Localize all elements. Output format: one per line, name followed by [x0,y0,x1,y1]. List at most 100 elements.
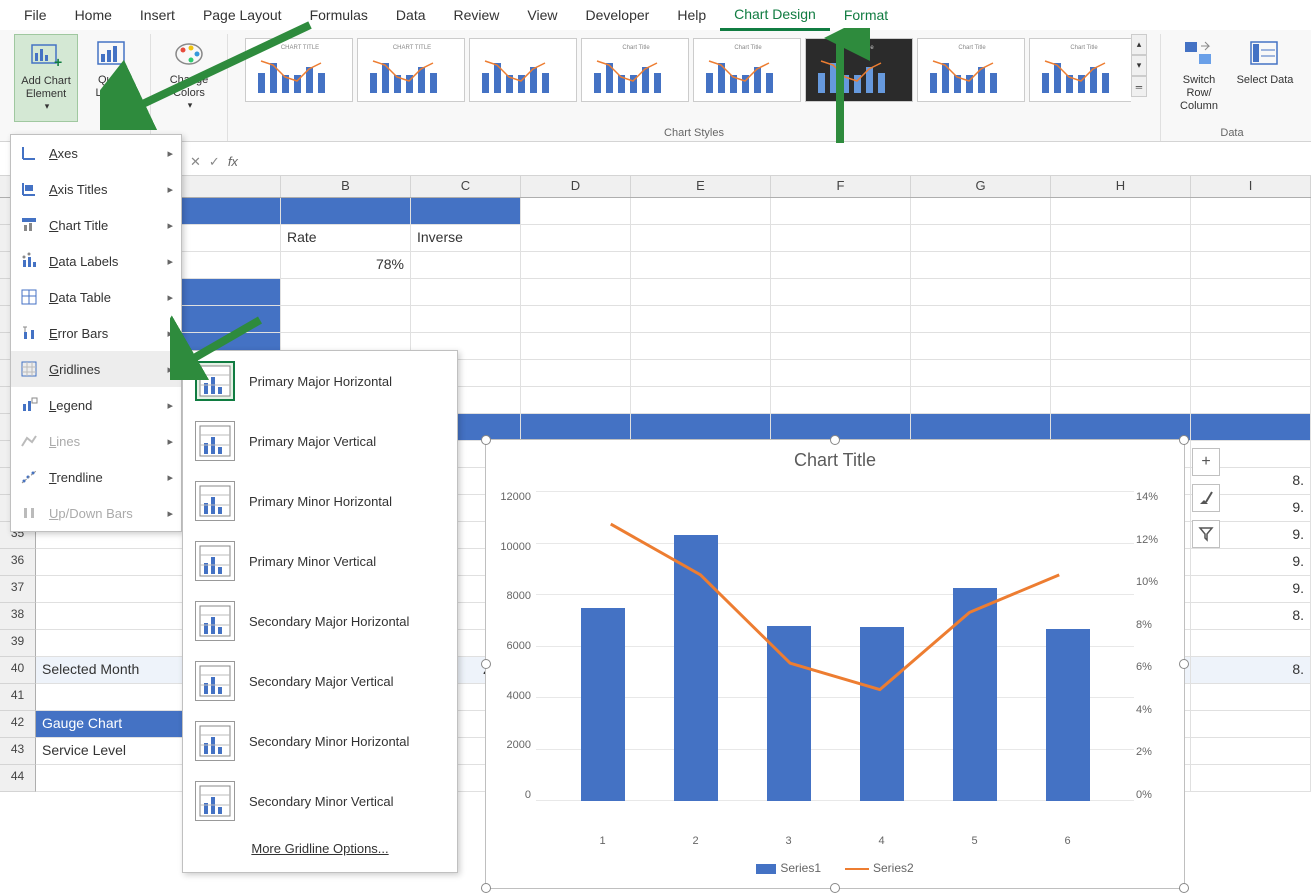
error-bars-icon [19,323,39,343]
style-thumb-7[interactable]: Chart Title [917,38,1025,102]
gridlines-thumb-icon [195,721,235,761]
gridlines-option-primary-minor-horizontal[interactable]: Primary Minor Horizontal [183,471,457,531]
trendline-icon [19,467,39,487]
gridlines-option-secondary-minor-horizontal[interactable]: Secondary Minor Horizontal [183,711,457,771]
switch-row-column-button[interactable]: Switch Row/ Column [1167,34,1231,122]
col-i[interactable]: I [1191,176,1311,197]
gridlines-thumb-icon [195,661,235,701]
group-change-colors: Change Colors▾ [151,34,228,141]
cell-rate-header[interactable]: Rate [281,225,411,252]
legend-series1-swatch [756,864,776,874]
style-thumb-5[interactable]: Chart Title [693,38,801,102]
tab-view[interactable]: View [513,1,571,29]
menu-item-legend[interactable]: Legend▸ [11,387,181,423]
svg-text:CHART TITLE: CHART TITLE [281,45,319,51]
more-gridline-options[interactable]: More Gridline Options... [183,831,457,866]
chart-styles-gallery[interactable]: CHART TITLE CHART TITLE Chart Title Char… [241,34,1131,106]
y-axis-primary[interactable]: 120001000080006000400020000 [491,491,531,801]
tab-file[interactable]: File [10,1,61,29]
col-h[interactable]: H [1051,176,1191,197]
chart-side-buttons: + [1192,448,1220,548]
gridlines-option-primary-minor-vertical[interactable]: Primary Minor Vertical [183,531,457,591]
add-chart-element-button[interactable]: + Add Chart Element▾ [14,34,78,122]
select-data-button[interactable]: Select Data [1233,34,1297,122]
gridlines-option-primary-major-vertical[interactable]: Primary Major Vertical [183,411,457,471]
gridlines-submenu: Primary Major HorizontalPrimary Major Ve… [182,350,458,873]
menu-item-error-bars[interactable]: Error Bars▸ [11,315,181,351]
bar[interactable] [1046,629,1090,801]
gridlines-thumb-icon [195,481,235,521]
tab-developer[interactable]: Developer [572,1,664,29]
bar[interactable] [860,627,904,801]
plot-area[interactable]: 120001000080006000400020000 14%12%10%8%6… [536,491,1134,801]
menu-item-data-table[interactable]: Data Table▸ [11,279,181,315]
chart-styles-brush-button[interactable] [1192,484,1220,512]
bar[interactable] [767,626,811,801]
tab-data[interactable]: Data [382,1,440,29]
tab-format[interactable]: Format [830,1,902,29]
quick-layout-button[interactable]: Quick Layout▾ [80,34,144,122]
gridlines-option-primary-major-horizontal[interactable]: Primary Major Horizontal [183,351,457,411]
svg-text:Chart Title: Chart Title [734,45,762,51]
style-thumb-3[interactable] [469,38,577,102]
change-colors-button[interactable]: Change Colors▾ [157,34,221,122]
gridlines-option-secondary-major-vertical[interactable]: Secondary Major Vertical [183,651,457,711]
legend-series2-swatch [845,868,869,870]
bar-series[interactable] [536,491,1134,801]
bar[interactable] [953,588,997,801]
col-e[interactable]: E [631,176,771,197]
tab-formulas[interactable]: Formulas [296,1,382,29]
col-f[interactable]: F [771,176,911,197]
select-data-label: Select Data [1237,74,1294,87]
gridlines-option-secondary-major-horizontal[interactable]: Secondary Major Horizontal [183,591,457,651]
y-axis-secondary[interactable]: 14%12%10%8%6%4%2%0% [1136,491,1176,801]
col-d[interactable]: D [521,176,631,197]
tab-insert[interactable]: Insert [126,1,189,29]
gallery-down[interactable]: ▾ [1131,55,1147,76]
tab-review[interactable]: Review [440,1,514,29]
gallery-more[interactable]: ═ [1131,76,1147,97]
chart-title[interactable]: Chart Title [486,450,1184,471]
cell-rate-value[interactable]: 78% [281,252,411,279]
menu-item-trendline[interactable]: Trendline▸ [11,459,181,495]
menu-item-gridlines[interactable]: Gridlines▸ [11,351,181,387]
style-thumb-2[interactable]: CHART TITLE [357,38,465,102]
gridlines-icon [19,359,39,379]
col-b[interactable]: B [281,176,411,197]
menu-item-axes[interactable]: Axes▸ [11,135,181,171]
tab-help[interactable]: Help [663,1,720,29]
gallery-scroll: ▴ ▾ ═ [1131,34,1147,106]
tab-home[interactable]: Home [61,1,126,29]
tab-page-layout[interactable]: Page Layout [189,1,296,29]
style-thumb-4[interactable]: Chart Title [581,38,689,102]
embedded-chart[interactable]: Chart Title 120001000080006000400020000 … [485,439,1185,889]
col-g[interactable]: G [911,176,1051,197]
enter-icon[interactable]: ✓ [209,154,220,170]
tab-chart-design[interactable]: Chart Design [720,0,830,31]
x-axis[interactable]: 123456 [486,831,1184,847]
chart-legend[interactable]: Series1 Series2 [486,861,1184,875]
menu-item-chart-title[interactable]: Chart Title▸ [11,207,181,243]
cancel-icon[interactable]: ✕ [190,154,201,170]
style-thumb-8[interactable]: Chart Title [1029,38,1131,102]
gallery-up[interactable]: ▴ [1131,34,1147,55]
chart-title-icon [19,215,39,235]
switch-row-column-label: Switch Row/ Column [1169,74,1229,114]
cell-inverse-header[interactable]: Inverse [411,225,521,252]
chart-elements-plus-button[interactable]: + [1192,448,1220,476]
column-headers: B C D E F G H I [0,176,1311,198]
ribbon-tabs: File Home Insert Page Layout Formulas Da… [0,0,1311,30]
menu-item-data-labels[interactable]: Data Labels▸ [11,243,181,279]
svg-text:Chart Title: Chart Title [1070,45,1098,51]
bar[interactable] [581,608,625,801]
gridlines-option-secondary-minor-vertical[interactable]: Secondary Minor Vertical [183,771,457,831]
col-c[interactable]: C [411,176,521,197]
menu-item-axis-titles[interactable]: Axis Titles▸ [11,171,181,207]
bar[interactable] [674,535,718,801]
style-thumb-1[interactable]: CHART TITLE [245,38,353,102]
fx-icon[interactable]: fx [228,154,238,170]
style-thumb-6[interactable]: Chart Title [805,38,913,102]
add-chart-element-menu: Axes▸Axis Titles▸Chart Title▸Data Labels… [10,134,182,532]
group-chart-styles: CHART TITLE CHART TITLE Chart Title Char… [228,34,1161,141]
chart-filter-button[interactable] [1192,520,1220,548]
